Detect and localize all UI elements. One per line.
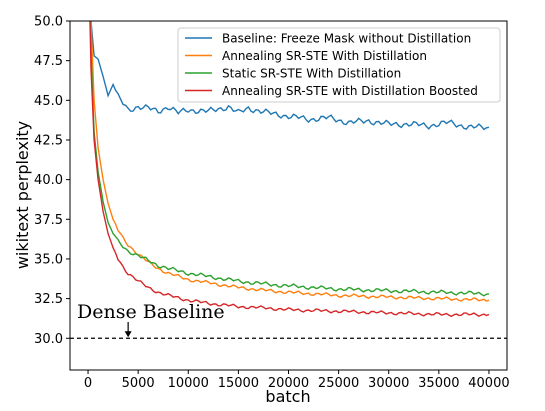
legend-entry-label: Static SR-STE With Distillation	[222, 67, 401, 81]
y-tick-label: 35.0	[34, 252, 63, 267]
legend-entry-label: Annealing SR-STE With Distillation	[222, 49, 427, 63]
series-line-1	[90, 21, 490, 131]
y-tick-label: 47.5	[34, 54, 63, 69]
x-axis-label: batch	[265, 387, 310, 406]
y-axis-label: wikitext perplexity	[13, 121, 32, 269]
legend-box	[177, 27, 501, 103]
series-line-2	[90, 21, 490, 302]
series-line-3	[89, 21, 490, 297]
y-tick-label: 37.5	[34, 213, 63, 228]
y-tick-label: 30.0	[34, 332, 63, 347]
x-tick-label: 15000	[218, 376, 259, 391]
dense-baseline-annotation: Dense Baseline	[77, 301, 225, 323]
y-tick-label: 50.0	[34, 15, 63, 30]
annotation-arrow-head	[124, 331, 132, 338]
x-tick-label: 35000	[418, 376, 459, 391]
x-tick-label: 10000	[168, 376, 209, 391]
x-tick-label: 5000	[122, 376, 155, 391]
legend-entry-label: Baseline: Freeze Mask without Distillati…	[222, 32, 471, 46]
x-tick-label: 30000	[368, 376, 409, 391]
x-tick-label: 40000	[468, 376, 509, 391]
y-tick-label: 32.5	[34, 292, 63, 307]
x-tick-label: 25000	[318, 376, 359, 391]
x-tick-label: 0	[84, 376, 92, 391]
y-tick-label: 40.0	[34, 173, 63, 188]
series-line-4	[89, 21, 490, 318]
y-tick-label: 45.0	[34, 94, 63, 109]
y-tick-label: 42.5	[34, 133, 63, 148]
legend: Baseline: Freeze Mask without Distillati…	[177, 27, 501, 103]
legend-entry-label: Annealing SR-STE with Distillation Boost…	[222, 84, 478, 98]
x-tick-label: 20000	[268, 376, 309, 391]
